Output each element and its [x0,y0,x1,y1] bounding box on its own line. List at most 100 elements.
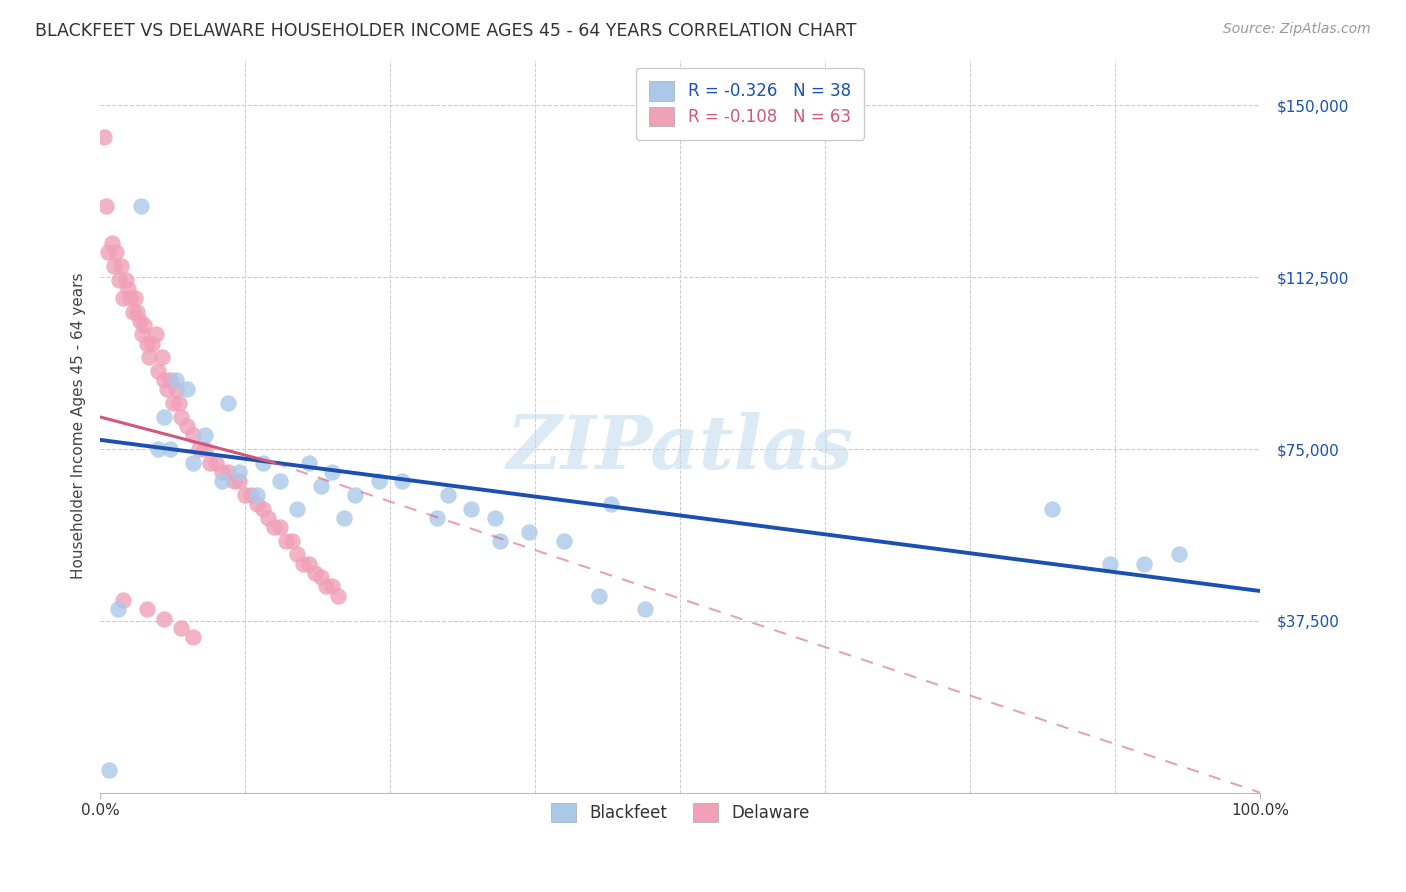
Point [181,630,204,644]
Point [145,327,167,342]
Point [135,602,157,616]
Point [287,548,309,562]
Point [437,488,460,502]
Point [105,245,128,260]
Point [211,465,233,479]
Point [321,579,343,593]
Point [367,474,389,488]
Point [124,291,146,305]
Point [326,589,349,603]
Point [274,533,297,548]
Point [426,510,449,524]
Point [233,488,256,502]
Point [246,497,269,511]
Point [176,419,198,434]
Point [138,351,160,365]
Point [205,456,228,470]
Point [309,570,332,584]
Point [181,428,204,442]
Point [298,557,321,571]
Point [165,383,187,397]
Point [159,373,181,387]
Point [263,520,285,534]
Point [150,351,173,365]
Text: BLACKFEET VS DELAWARE HOUSEHOLDER INCOME AGES 45 - 64 YEARS CORRELATION CHART: BLACKFEET VS DELAWARE HOUSEHOLDER INCOME… [35,22,856,40]
Point [146,442,169,456]
Point [298,456,321,470]
Point [170,621,193,635]
Point [333,510,356,524]
Point [217,396,239,410]
Point [460,501,482,516]
Legend: Blackfeet, Delaware: Blackfeet, Delaware [538,789,823,836]
Point [304,566,326,580]
Point [167,396,190,410]
Point [146,364,169,378]
Point [193,428,215,442]
Point [484,510,506,524]
Point [315,579,337,593]
Point [391,474,413,488]
Point [176,383,198,397]
Point [252,456,274,470]
Point [112,593,135,607]
Point [97,245,120,260]
Point [588,589,610,603]
Point [153,611,176,625]
Point [292,557,315,571]
Point [170,409,193,424]
Text: ZIPatlas: ZIPatlas [508,412,853,484]
Point [159,442,181,456]
Point [121,304,143,318]
Point [127,304,149,318]
Point [162,396,184,410]
Point [553,533,575,548]
Point [107,602,129,616]
Text: Source: ZipAtlas.com: Source: ZipAtlas.com [1223,22,1371,37]
Point [599,497,621,511]
Point [107,272,129,286]
Point [129,199,152,213]
Point [165,373,187,387]
Point [309,478,332,492]
Point [344,488,367,502]
Point [269,520,291,534]
Point [156,383,179,397]
Point [141,336,163,351]
Point [280,533,302,548]
Point [93,130,115,145]
Point [181,456,204,470]
Point [519,524,541,539]
Point [134,318,156,333]
Point [269,474,291,488]
Point [489,533,512,548]
Point [228,465,250,479]
Point [217,465,239,479]
Point [287,501,309,516]
Point [135,336,157,351]
Point [200,456,222,470]
Point [1098,557,1121,571]
Point [246,488,269,502]
Point [128,314,150,328]
Point [228,474,250,488]
Point [120,291,142,305]
Point [257,510,280,524]
Point [103,259,125,273]
Point [211,474,233,488]
Point [100,235,122,250]
Point [94,199,117,213]
Point [187,442,209,456]
Point [114,272,136,286]
Point [1040,501,1063,516]
Y-axis label: Householder Income Ages 45 - 64 years: Householder Income Ages 45 - 64 years [72,273,86,580]
Point [321,465,343,479]
Point [153,409,176,424]
Point [222,474,245,488]
Point [131,327,153,342]
Point [98,763,121,777]
Point [1168,548,1191,562]
Point [1133,557,1156,571]
Point [193,442,215,456]
Point [634,602,657,616]
